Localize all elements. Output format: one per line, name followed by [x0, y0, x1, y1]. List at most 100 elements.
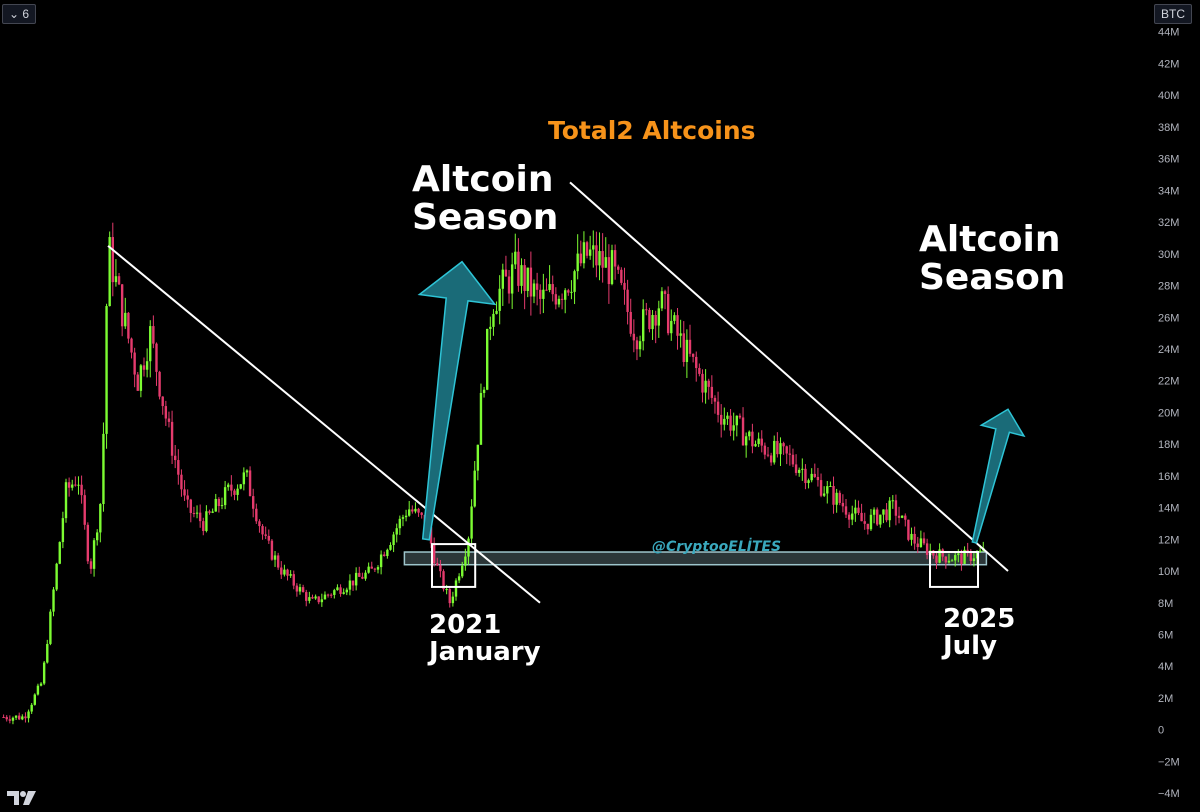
- annotation-line: Season: [412, 196, 559, 238]
- annotation-line: Season: [919, 256, 1066, 298]
- chart-title: Total2 Altcoins: [548, 116, 756, 145]
- candle-body: [442, 571, 445, 590]
- candle-body: [863, 521, 866, 524]
- candle-body: [248, 470, 252, 497]
- candle-body: [18, 715, 21, 720]
- candle-body: [46, 643, 49, 663]
- candle-body: [220, 505, 224, 507]
- candle-body: [183, 489, 186, 496]
- candle-body: [738, 415, 742, 418]
- candle-body: [732, 425, 735, 431]
- candle-body: [55, 563, 58, 590]
- candle-body: [74, 484, 77, 486]
- candle-body: [467, 538, 470, 557]
- candle-body: [944, 556, 948, 563]
- candle-body: [108, 237, 111, 307]
- candle-body: [573, 271, 576, 292]
- candle-body: [517, 251, 520, 286]
- candle-body: [164, 406, 168, 419]
- candle-body: [900, 515, 904, 518]
- candle-body: [320, 599, 324, 603]
- candle-body: [507, 276, 511, 294]
- candle-body: [473, 470, 476, 507]
- candle-body: [720, 414, 723, 425]
- candle-body: [532, 283, 536, 297]
- candle-body: [729, 415, 732, 431]
- candle-body: [454, 580, 458, 597]
- candle-body: [713, 397, 717, 402]
- candle-body: [588, 249, 592, 256]
- candle-body: [177, 460, 180, 475]
- candle-body: [935, 555, 938, 563]
- candle-body: [910, 533, 913, 540]
- candle-body: [932, 550, 935, 556]
- candle-body: [401, 517, 405, 519]
- candle-body: [339, 587, 342, 594]
- candle-body: [791, 454, 795, 465]
- candle-body: [429, 527, 433, 544]
- candle-body: [707, 380, 710, 387]
- candle-body: [816, 476, 820, 481]
- currency-label[interactable]: BTC: [1154, 4, 1192, 24]
- candle-body: [670, 320, 673, 334]
- y-tick-label: 24M: [1158, 344, 1179, 356]
- candle-body: [105, 306, 108, 434]
- candle-body: [348, 580, 352, 590]
- annotation-line: Altcoin: [412, 159, 554, 200]
- candle-body: [308, 597, 311, 601]
- candle-body: [851, 513, 854, 520]
- highlight-box: [929, 551, 979, 588]
- candle-body: [954, 555, 957, 561]
- candle-body: [642, 309, 645, 342]
- candle-body: [564, 290, 567, 300]
- candle-body: [773, 440, 776, 463]
- candle-body: [420, 512, 423, 515]
- annotation-line: July: [943, 631, 998, 662]
- annotation-line: Altcoin: [919, 219, 1061, 260]
- candle-body: [136, 374, 139, 391]
- candle-body: [938, 549, 941, 563]
- candle-body: [39, 683, 43, 686]
- candle-body: [960, 553, 963, 564]
- candle-body: [305, 592, 308, 601]
- candle-body: [33, 694, 36, 705]
- candle-body: [408, 509, 411, 516]
- candle-body: [822, 493, 826, 496]
- candle-body: [14, 715, 18, 718]
- candle-body: [554, 294, 558, 305]
- candle-body: [448, 589, 451, 604]
- candle-body: [64, 482, 68, 519]
- candle-body: [198, 512, 202, 522]
- candle-body: [280, 567, 283, 575]
- candle-body: [523, 265, 526, 291]
- candle-body: [492, 313, 495, 327]
- candle-body: [560, 298, 564, 300]
- candle-body: [230, 484, 233, 491]
- tradingview-logo-icon[interactable]: [6, 789, 38, 807]
- candle-body: [130, 338, 133, 353]
- candle-body: [486, 328, 489, 390]
- y-tick-label: 10M: [1158, 566, 1179, 578]
- candle-body: [336, 587, 339, 591]
- candle-body: [844, 506, 848, 515]
- annotation-line: 2021: [429, 610, 502, 640]
- candle-body: [202, 521, 205, 531]
- candle-body: [813, 473, 816, 477]
- y-tick-label: 38M: [1158, 122, 1179, 134]
- candle-body: [529, 267, 533, 297]
- candle-body: [386, 549, 389, 556]
- candle-body: [367, 566, 370, 573]
- y-tick-label: 2M: [1158, 693, 1173, 705]
- interval-chip[interactable]: ⌄ 6: [2, 4, 37, 24]
- annotation-altcoin-season-1: Altcoin Season: [412, 161, 558, 237]
- candle-body: [922, 538, 926, 544]
- candle-body: [311, 597, 314, 599]
- candle-body: [779, 443, 782, 455]
- candle-body: [102, 433, 105, 505]
- candle-body: [174, 455, 177, 461]
- y-tick-label: 18M: [1158, 439, 1179, 451]
- candle-body: [314, 596, 317, 599]
- candle-body: [414, 508, 417, 512]
- candle-body: [292, 574, 295, 586]
